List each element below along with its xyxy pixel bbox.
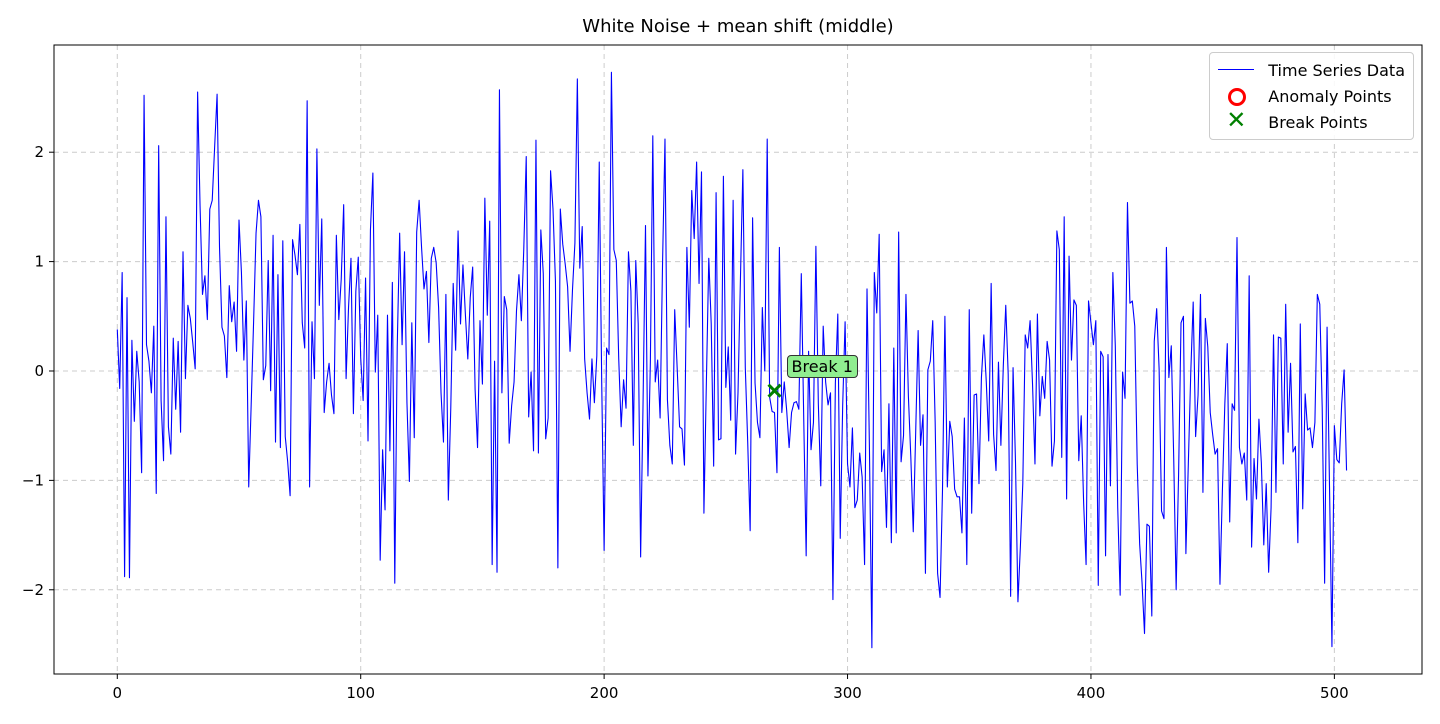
- legend: Time Series Data Anomaly Points ✕ Break …: [1209, 52, 1414, 140]
- y-tick-label: 1: [34, 253, 44, 271]
- legend-item-anomaly: Anomaly Points: [1218, 83, 1405, 109]
- legend-label: Break Points: [1268, 112, 1368, 132]
- x-tick-label: 100: [346, 684, 375, 702]
- y-tick-label: 2: [34, 143, 44, 161]
- y-tick-label: −1: [22, 471, 44, 489]
- break-annotation: Break 1: [786, 354, 858, 378]
- legend-label: Anomaly Points: [1268, 86, 1392, 106]
- legend-item-break: ✕ Break Points: [1218, 106, 1405, 135]
- legend-x-icon: ✕: [1226, 106, 1247, 134]
- plot-frame: [53, 44, 1423, 675]
- x-tick-label: 300: [833, 684, 862, 702]
- x-tick-label: 400: [1077, 684, 1106, 702]
- x-tick-label: 500: [1320, 684, 1349, 702]
- x-tick-label: 200: [590, 684, 619, 702]
- legend-item-time-series: Time Series Data: [1218, 57, 1405, 83]
- y-tick-label: 0: [34, 362, 44, 380]
- series-line: [116, 71, 1348, 649]
- y-tick-label: −2: [22, 581, 44, 599]
- break-marker: [767, 383, 782, 398]
- legend-label: Time Series Data: [1268, 60, 1405, 80]
- legend-line-icon: [1218, 60, 1255, 80]
- legend-circle-icon: [1218, 86, 1254, 106]
- x-tick-label: 0: [113, 684, 123, 702]
- chart-title: White Noise + mean shift (middle): [582, 16, 894, 37]
